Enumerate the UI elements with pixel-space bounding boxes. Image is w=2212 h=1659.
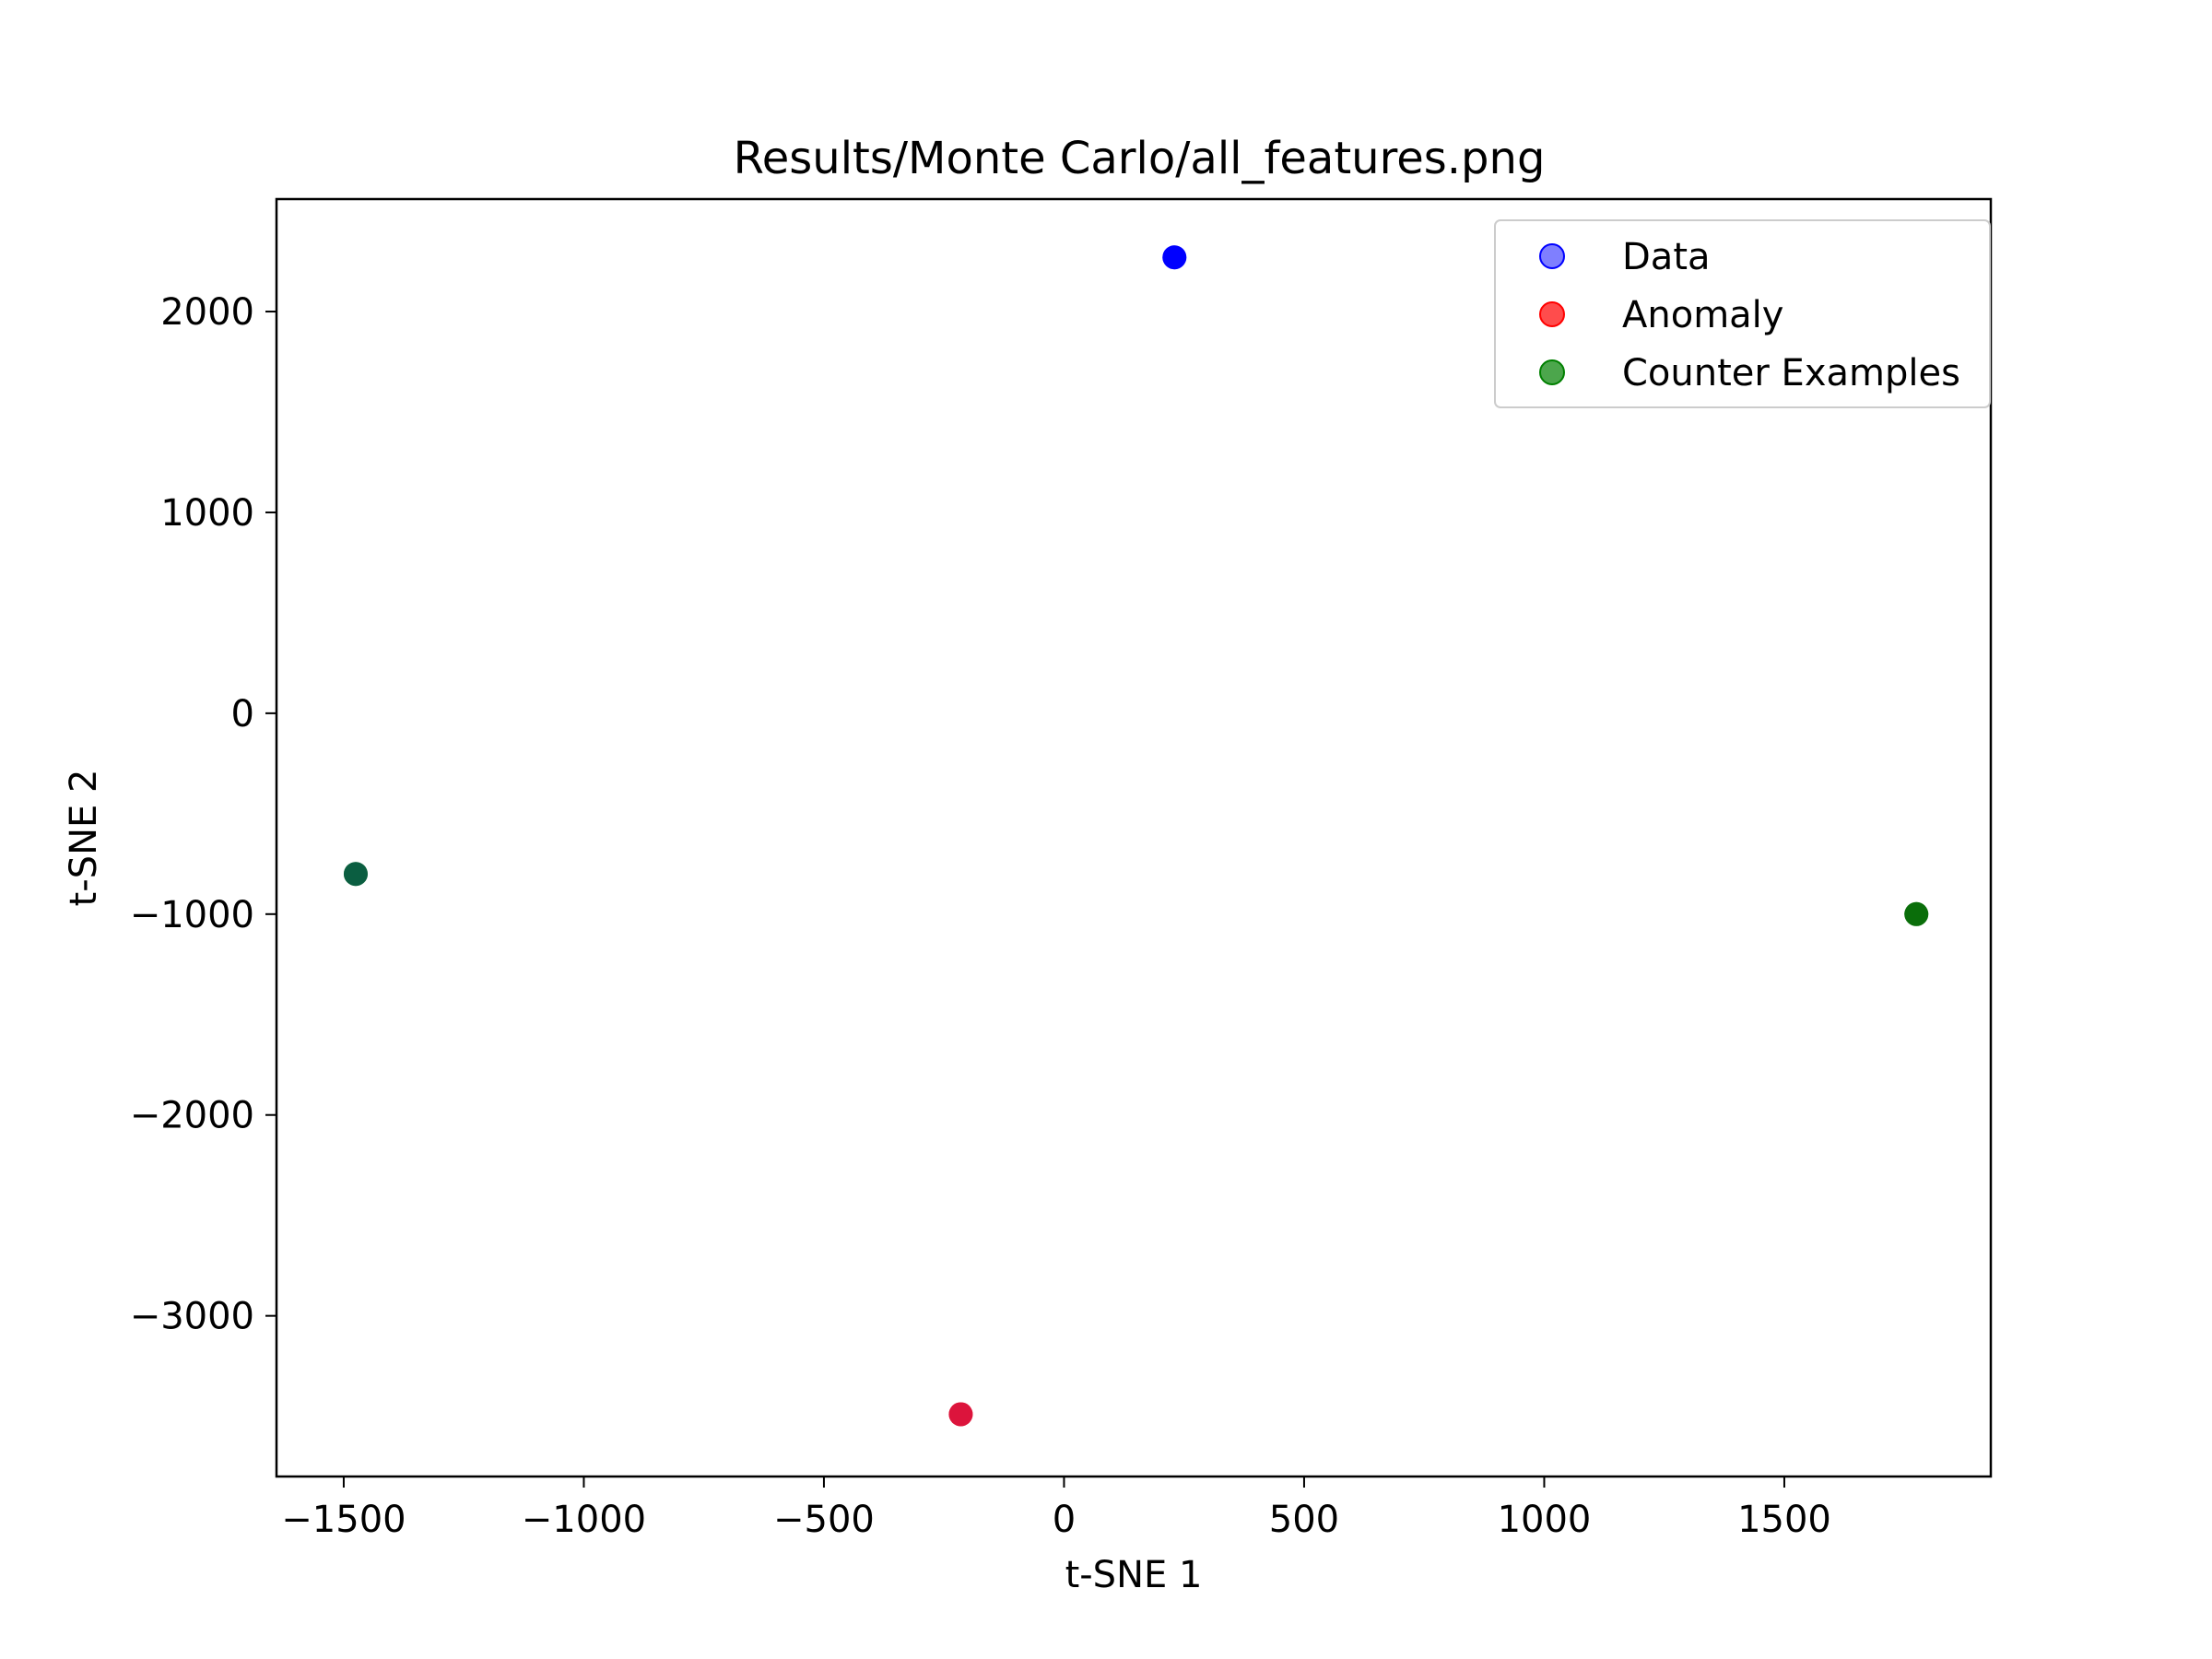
y-tick-label: 2000 (160, 291, 254, 334)
y-tick-label: 0 (231, 693, 254, 735)
data-point-marker (948, 1402, 973, 1427)
x-axis-label: t-SNE 1 (1065, 1554, 1203, 1596)
legend-marker (1539, 243, 1565, 269)
x-tick-label: 0 (1053, 1499, 1076, 1541)
x-tick-label: 1500 (1737, 1499, 1831, 1541)
legend-label: Anomaly (1622, 294, 1783, 336)
legend-label: Counter Examples (1622, 352, 1960, 394)
x-tick-label: 1000 (1498, 1499, 1592, 1541)
legend-label: Data (1622, 236, 1711, 278)
legend-marker (1539, 301, 1565, 327)
y-tick-label: −3000 (130, 1296, 254, 1338)
y-axis-label: t-SNE 2 (63, 770, 105, 907)
legend: Data Anomaly Counter Examples (1494, 219, 1991, 408)
x-tick-label: −1500 (281, 1499, 406, 1541)
x-tick-label: −500 (773, 1499, 875, 1541)
legend-box (1494, 219, 1991, 408)
x-tick-label: −1000 (522, 1499, 646, 1541)
y-tick-label: −2000 (130, 1095, 254, 1137)
x-tick-label: 500 (1269, 1499, 1339, 1541)
x-axis: −1500 −1000 −500 0 500 1000 1500 (281, 1477, 1831, 1541)
plot-area (343, 245, 1929, 1427)
data-point-marker (1162, 245, 1187, 270)
chart-title: Results/Monte Carlo/all_features.png (734, 133, 1546, 184)
data-point-marker (343, 862, 368, 887)
data-point-marker (1904, 901, 1929, 926)
legend-marker (1539, 359, 1565, 385)
plot-frame (275, 197, 1993, 1478)
y-tick-label: 1000 (160, 492, 254, 535)
y-axis: −3000 −2000 −1000 0 1000 2000 (130, 291, 276, 1338)
y-tick-label: −1000 (130, 894, 254, 936)
